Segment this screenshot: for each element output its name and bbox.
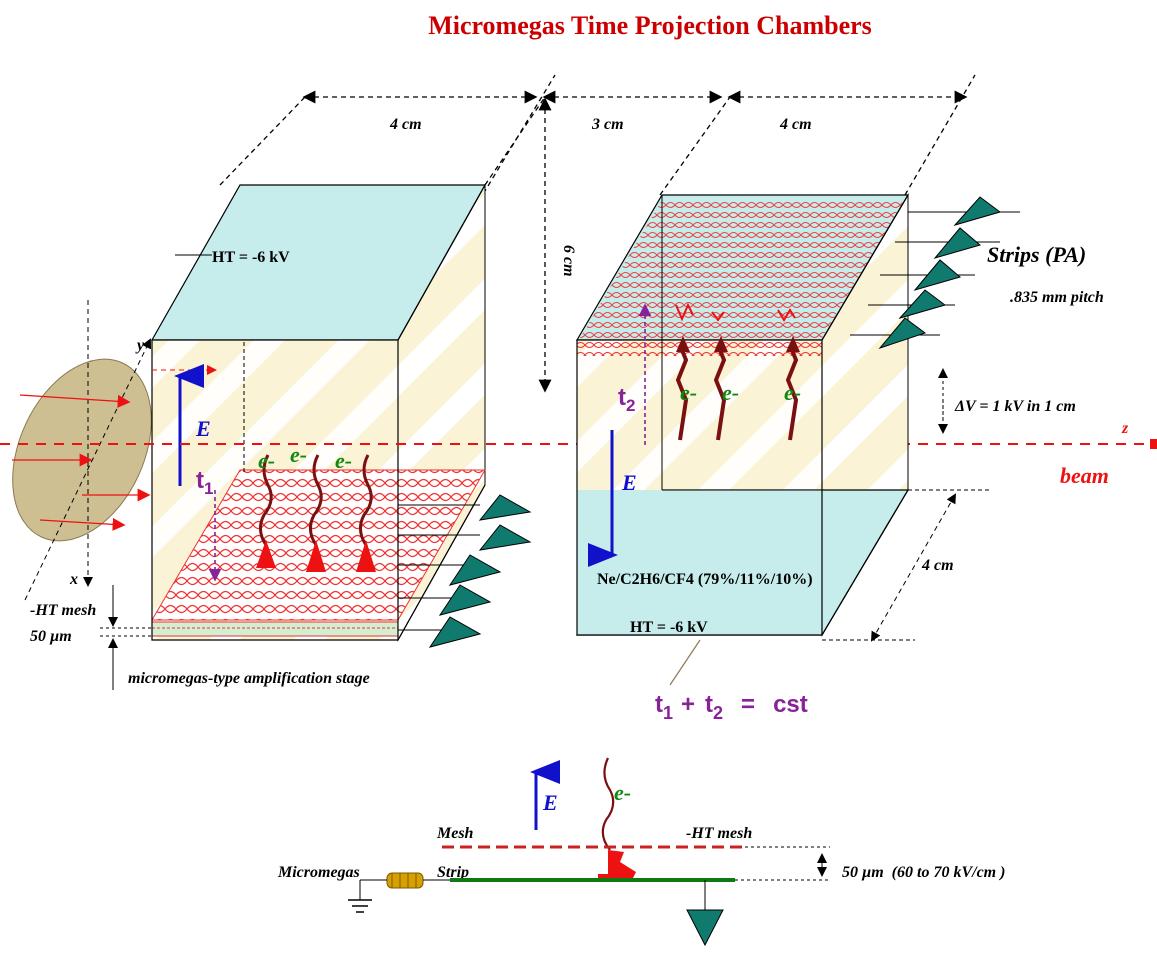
left-chamber: HT = -6 kV E t1 e- e- e- -HT mesh 50 µm: [30, 183, 532, 690]
stage-label: micromegas-type amplification stage: [128, 670, 370, 687]
gas-label: Ne/C2H6/CF4 (79%/11%/10%): [597, 571, 813, 588]
dim-right-width: 4 cm: [779, 116, 812, 133]
detail-micromegas-label: Micromegas: [277, 864, 360, 881]
right-field-label: E: [621, 470, 637, 495]
right-amplifiers: [850, 196, 1020, 350]
left-gap-label: 50 µm: [30, 628, 72, 645]
axis-y-label: y: [135, 337, 145, 354]
avalanche-3: [356, 540, 376, 572]
dim-gap: 3 cm: [591, 116, 624, 133]
time-formula: t1 + t2 = cst: [655, 691, 808, 723]
detail-mesh-label: Mesh: [436, 825, 474, 842]
left-mesh-label: -HT mesh: [30, 602, 96, 619]
detail-field-label: E: [542, 790, 558, 815]
left-electron-3: e-: [335, 448, 352, 473]
right-time-label: t2: [618, 384, 635, 415]
dv-label: ΔV = 1 kV in 1 cm: [954, 398, 1076, 415]
left-electron-2: e-: [290, 442, 307, 467]
avalanche-1: [256, 540, 276, 568]
right-electron-2: e-: [722, 380, 739, 405]
detail-strip-label: Strip: [437, 864, 469, 881]
axes: x y z: [24, 300, 1129, 601]
right-chamber: e- e- e- t2 E Ne/C2H6/CF4 (79%/11%/10%) …: [575, 193, 1109, 686]
detail-avalanche: [608, 850, 636, 880]
beam-label: beam: [1060, 463, 1109, 488]
detail-gap-label: 50 µm (60 to 70 kV/cm ): [842, 864, 1005, 881]
pitch-label: .835 mm pitch: [1010, 289, 1104, 306]
right-electron-1: e-: [680, 380, 697, 405]
micromegas-detail: E e- Mesh -HT mesh Micromegas Strip 50 µ…: [277, 757, 1005, 947]
dim-height: 6 cm: [560, 245, 577, 277]
page-title: Micromegas Time Projection Chambers: [428, 11, 872, 40]
avalanche-2: [306, 540, 326, 572]
left-mesh-floor: [151, 469, 486, 621]
axis-x-label: x: [69, 571, 78, 588]
detail-electron-label: e-: [614, 780, 631, 805]
dim-left-width: 4 cm: [389, 116, 422, 133]
left-field-label: E: [195, 416, 211, 441]
left-electron-1: e-: [258, 448, 275, 473]
beam-lines: [0, 394, 1157, 531]
dim-depth: 4 cm: [921, 557, 954, 574]
axis-z-label: z: [1121, 420, 1129, 437]
detail-ht-mesh-label: -HT mesh: [686, 825, 752, 842]
left-time-label: t1: [196, 467, 213, 498]
detail-amplifier: [686, 909, 724, 947]
right-bottom-voltage: HT = -6 kV: [630, 619, 708, 636]
right-electron-3: e-: [784, 380, 801, 405]
strips-label: Strips (PA): [987, 242, 1086, 267]
left-amplifiers: [398, 494, 532, 648]
left-top-voltage: HT = -6 kV: [212, 249, 290, 266]
